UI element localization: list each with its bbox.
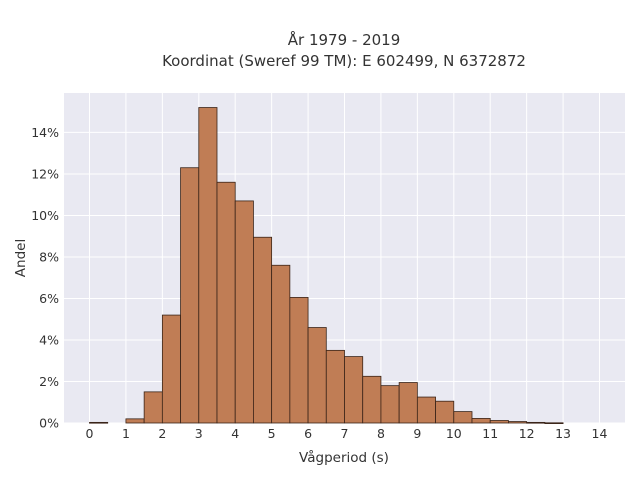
histogram-bar <box>435 400 455 424</box>
histogram-bar <box>89 421 109 424</box>
histogram-bar <box>198 107 218 424</box>
y-axis-label: Andel <box>13 239 29 277</box>
x-axis-label: Vågperiod (s) <box>299 449 389 466</box>
histogram-bar <box>471 418 491 424</box>
histogram-bar <box>125 418 145 424</box>
x-tick-label: 9 <box>413 426 421 441</box>
x-tick-label: 11 <box>482 426 498 441</box>
histogram-bar <box>180 167 200 424</box>
histogram-bar <box>234 200 254 424</box>
chart-subtitle: Koordinat (Sweref 99 TM): E 602499, N 63… <box>162 52 526 70</box>
x-tick-label: 1 <box>122 426 130 441</box>
histogram-bar <box>526 421 546 424</box>
x-tick-label: 12 <box>519 426 535 441</box>
x-tick-label: 7 <box>341 426 349 441</box>
histogram-bar <box>216 181 236 424</box>
bars <box>89 107 564 424</box>
histogram-bar <box>416 396 436 424</box>
histogram-bar <box>307 327 327 424</box>
y-tick-label: 8% <box>39 249 59 264</box>
x-tick-label: 10 <box>446 426 462 441</box>
y-tick-label: 0% <box>39 416 59 431</box>
x-tick-label: 13 <box>555 426 571 441</box>
y-tick-label: 14% <box>31 125 59 140</box>
x-tick-label: 5 <box>268 426 276 441</box>
histogram-bar <box>508 421 528 424</box>
histogram-bar <box>289 297 309 424</box>
histogram-bar <box>398 382 418 424</box>
histogram-bar <box>143 391 163 424</box>
histogram-bar <box>161 314 181 424</box>
x-tick-label: 4 <box>231 426 239 441</box>
grid-lines <box>64 93 625 424</box>
histogram-bar <box>380 385 400 424</box>
y-tick-label: 4% <box>39 332 59 347</box>
histogram-bar <box>325 349 345 424</box>
x-tick-label: 8 <box>377 426 385 441</box>
x-tick-labels: 0 1 2 3 4 5 6 7 8 9 10 11 12 13 14 <box>86 426 608 441</box>
x-tick-label: 14 <box>592 426 608 441</box>
x-tick-label: 0 <box>86 426 94 441</box>
histogram-bar <box>453 411 473 424</box>
histogram-bar <box>253 236 273 424</box>
x-tick-label: 2 <box>158 426 166 441</box>
chart-title: År 1979 - 2019 <box>288 30 401 49</box>
histogram-bar <box>544 422 564 424</box>
y-tick-label: 12% <box>31 166 59 181</box>
y-tick-labels: 0% 2% 4% 6% 8% 10% 12% 14% <box>31 125 59 431</box>
histogram-bar <box>362 375 382 424</box>
y-tick-label: 10% <box>31 208 59 223</box>
histogram-bar <box>344 356 364 424</box>
y-tick-label: 2% <box>39 374 59 389</box>
x-tick-label: 3 <box>195 426 203 441</box>
histogram-bar <box>489 420 509 424</box>
x-tick-label: 6 <box>304 426 312 441</box>
y-tick-label: 6% <box>39 291 59 306</box>
histogram-bar <box>271 264 291 424</box>
